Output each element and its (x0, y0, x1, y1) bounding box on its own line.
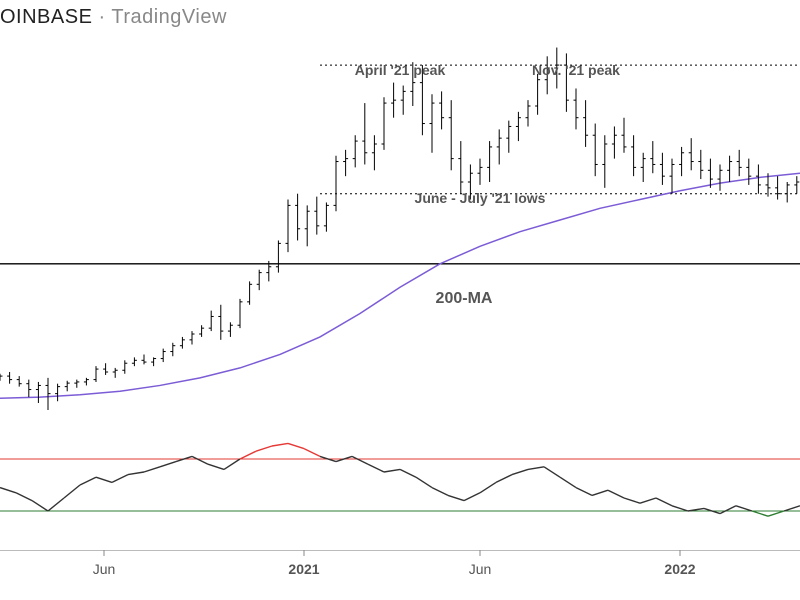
annotation-200ma: 200-MA (436, 290, 493, 308)
ticker-symbol: OINBASE (0, 6, 92, 28)
svg-text:2022: 2022 (664, 561, 695, 577)
source-name: TradingView (111, 6, 227, 28)
svg-text:Jun: Jun (469, 561, 492, 577)
price-panel (0, 30, 800, 410)
rsi-panel (0, 420, 800, 550)
xaxis-panel: Jun 2021 Jun 2022 (0, 550, 800, 600)
annotation-april-peak: April '21 peak (355, 62, 445, 78)
annotation-lows: June - July '21 lows (415, 190, 546, 206)
svg-text:Jun: Jun (93, 561, 116, 577)
chart-header: OINBASE · TradingView (0, 6, 227, 29)
annotation-nov-peak: Nov. '21 peak (532, 62, 620, 78)
svg-text:2021: 2021 (288, 561, 319, 577)
chart-container: OINBASE · TradingView Jun 2021 Jun 2022 Apr… (0, 0, 800, 600)
source-label: · TradingView (98, 6, 226, 28)
